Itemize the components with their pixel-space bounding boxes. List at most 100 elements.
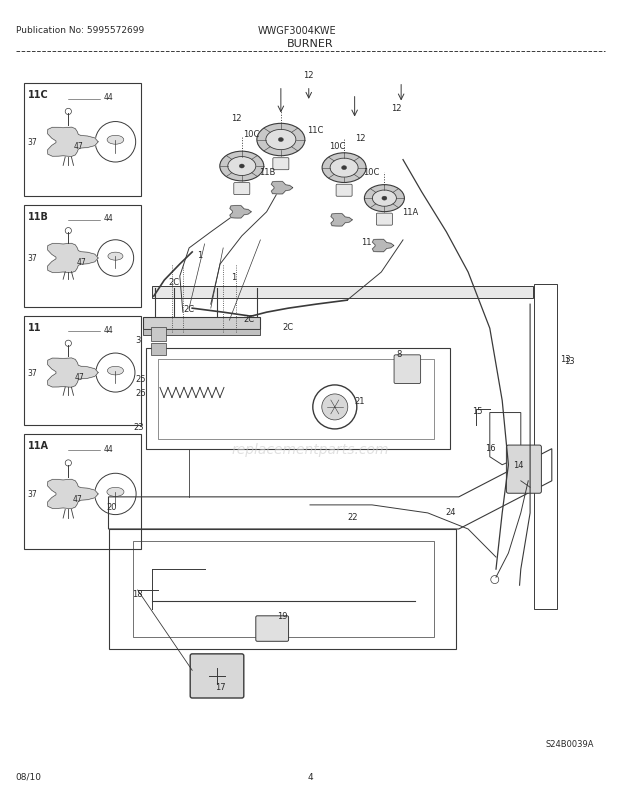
Text: 37: 37: [27, 369, 37, 378]
Text: 11A: 11A: [402, 208, 418, 217]
Text: 37: 37: [27, 138, 37, 147]
Ellipse shape: [342, 167, 347, 170]
Text: 24: 24: [445, 507, 456, 516]
Text: 19: 19: [277, 611, 287, 620]
Text: 23: 23: [134, 423, 144, 432]
Text: 13: 13: [560, 354, 570, 364]
Polygon shape: [48, 128, 98, 157]
Bar: [24, 84, 141, 196]
Text: 3: 3: [135, 335, 141, 345]
Text: 20: 20: [106, 502, 117, 512]
Text: 26: 26: [135, 388, 146, 398]
Text: 11B: 11B: [27, 212, 48, 222]
Text: 2C: 2C: [183, 304, 194, 314]
Text: 8: 8: [397, 350, 402, 359]
Text: replacementparts.com: replacementparts.com: [231, 442, 389, 456]
Circle shape: [313, 386, 356, 429]
FancyBboxPatch shape: [256, 616, 288, 642]
Bar: [24, 317, 141, 425]
Bar: [151, 343, 166, 355]
Text: 44: 44: [104, 326, 113, 334]
Polygon shape: [331, 214, 352, 227]
Text: 16: 16: [485, 443, 495, 452]
Bar: [151, 327, 166, 342]
Text: WWGF3004KWE: WWGF3004KWE: [257, 26, 336, 35]
Ellipse shape: [257, 124, 305, 156]
Text: 11A: 11A: [27, 440, 48, 451]
Text: 13: 13: [564, 356, 575, 366]
Ellipse shape: [322, 154, 366, 183]
Text: 47: 47: [76, 257, 86, 267]
Ellipse shape: [107, 136, 124, 145]
Text: 10C: 10C: [329, 142, 345, 152]
Text: 2C: 2C: [243, 314, 254, 324]
FancyBboxPatch shape: [376, 214, 392, 226]
FancyBboxPatch shape: [190, 654, 244, 698]
Ellipse shape: [278, 139, 283, 142]
Polygon shape: [272, 182, 293, 195]
Text: 37: 37: [27, 490, 37, 499]
Ellipse shape: [107, 367, 123, 375]
Text: 22: 22: [347, 512, 358, 522]
Text: 2C: 2C: [282, 322, 293, 332]
Text: 12: 12: [231, 114, 242, 124]
Circle shape: [65, 460, 71, 467]
Bar: [24, 206, 141, 307]
Polygon shape: [48, 480, 98, 509]
Text: 18: 18: [132, 589, 143, 598]
Ellipse shape: [373, 191, 396, 207]
FancyBboxPatch shape: [273, 159, 289, 171]
Ellipse shape: [365, 185, 404, 213]
Text: 44: 44: [104, 93, 113, 102]
Bar: [143, 330, 260, 336]
Text: 12: 12: [391, 103, 401, 113]
Ellipse shape: [330, 159, 358, 178]
Text: 11: 11: [361, 237, 372, 247]
Text: 10C: 10C: [363, 168, 379, 177]
Text: 2C: 2C: [169, 277, 180, 287]
Circle shape: [65, 109, 71, 115]
Text: 11B: 11B: [259, 168, 275, 177]
Text: 08/10: 08/10: [16, 772, 42, 781]
Circle shape: [96, 354, 135, 393]
Text: 12: 12: [304, 71, 314, 80]
Text: 14: 14: [513, 460, 524, 470]
Polygon shape: [230, 206, 251, 219]
Circle shape: [491, 576, 498, 584]
Ellipse shape: [228, 157, 256, 176]
Circle shape: [65, 229, 71, 234]
Circle shape: [65, 341, 71, 347]
Polygon shape: [48, 244, 98, 273]
Ellipse shape: [220, 152, 264, 181]
Polygon shape: [48, 358, 98, 387]
Text: BURNER: BURNER: [286, 39, 334, 49]
Text: 17: 17: [215, 682, 226, 691]
FancyBboxPatch shape: [507, 446, 541, 493]
Ellipse shape: [266, 130, 296, 151]
Ellipse shape: [382, 197, 387, 200]
Text: 12: 12: [355, 133, 365, 143]
Text: 1: 1: [231, 272, 236, 282]
Ellipse shape: [107, 488, 124, 496]
Text: 47: 47: [73, 142, 83, 151]
Text: 44: 44: [104, 214, 113, 223]
Text: 4: 4: [307, 772, 313, 781]
Ellipse shape: [239, 165, 244, 168]
Text: S24B0039A: S24B0039A: [546, 739, 594, 748]
Text: 1: 1: [197, 250, 202, 260]
Circle shape: [322, 395, 348, 420]
Bar: [143, 318, 260, 330]
Polygon shape: [373, 240, 394, 253]
Bar: [158, 359, 434, 439]
Text: 47: 47: [73, 494, 82, 503]
Text: 47: 47: [74, 372, 84, 382]
Text: 25: 25: [136, 374, 146, 383]
Circle shape: [97, 241, 134, 277]
Ellipse shape: [108, 253, 123, 261]
Text: 37: 37: [27, 254, 37, 263]
FancyBboxPatch shape: [394, 355, 420, 384]
Polygon shape: [152, 287, 533, 298]
Bar: [24, 435, 141, 549]
Text: 11C: 11C: [307, 126, 323, 136]
Text: 11C: 11C: [27, 90, 48, 100]
